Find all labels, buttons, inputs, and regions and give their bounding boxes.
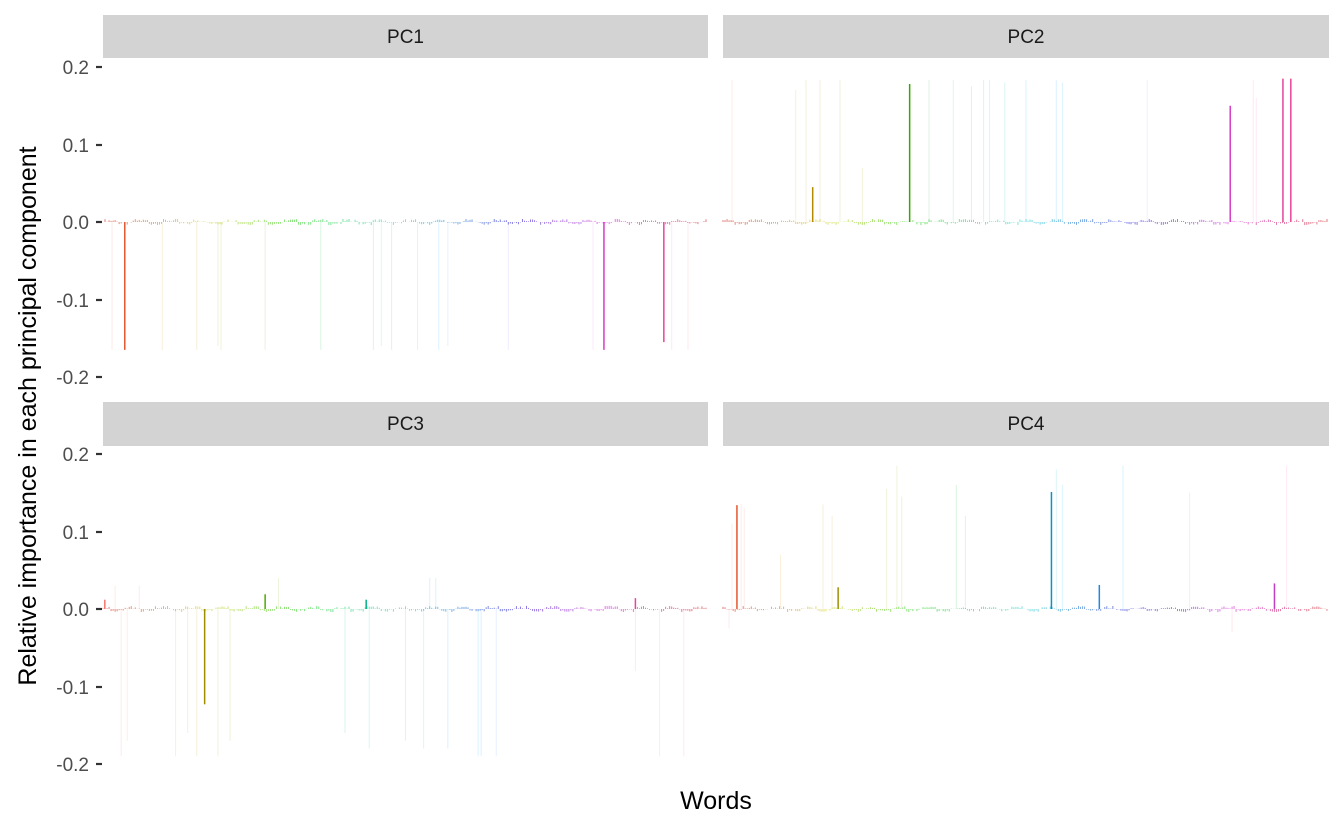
y-tick-label: 0.1 (63, 136, 89, 157)
y-tick-label: 0.0 (63, 600, 89, 621)
facet-panel-pc1: PC1 (103, 15, 708, 350)
y-tick-label: 0.2 (63, 58, 89, 79)
strip-background (103, 402, 708, 446)
facet-panel-pc2: PC2 (722, 15, 1329, 226)
bars-pc4 (722, 465, 1328, 633)
bars-pc3 (102, 578, 707, 757)
y-tick-label: -0.2 (56, 755, 89, 776)
x-axis-title: Words (680, 787, 752, 815)
strip-label-pc2: PC2 (1008, 27, 1045, 48)
y-tick-marks (96, 65, 102, 379)
facet-panel-pc3: PC3 (102, 402, 708, 757)
y-tick-label: 0.0 (63, 213, 89, 234)
y-axis-bottom: 0.2 0.1 0.0 -0.1 -0.2 (56, 445, 102, 776)
strip-background (723, 15, 1329, 58)
y-tick-label: 0.2 (63, 445, 89, 466)
bars-pc1 (104, 218, 707, 350)
strip-label-pc3: PC3 (387, 414, 424, 435)
strip-background (103, 15, 708, 58)
strip-background (723, 402, 1329, 446)
y-tick-label: -0.1 (56, 291, 89, 312)
y-tick-label: -0.1 (56, 678, 89, 699)
y-tick-label: 0.1 (63, 523, 89, 544)
y-tick-label: -0.2 (56, 368, 89, 389)
y-axis-top: 0.2 0.1 0.0 -0.1 -0.2 (56, 58, 102, 389)
y-axis-title: Relative importance in each principal co… (14, 146, 42, 685)
strip-label-pc4: PC4 (1008, 414, 1045, 435)
strip-label-pc1: PC1 (387, 27, 424, 48)
y-tick-marks (96, 452, 102, 766)
facet-panel-pc4: PC4 (722, 402, 1329, 633)
bars-pc2 (722, 78, 1328, 226)
